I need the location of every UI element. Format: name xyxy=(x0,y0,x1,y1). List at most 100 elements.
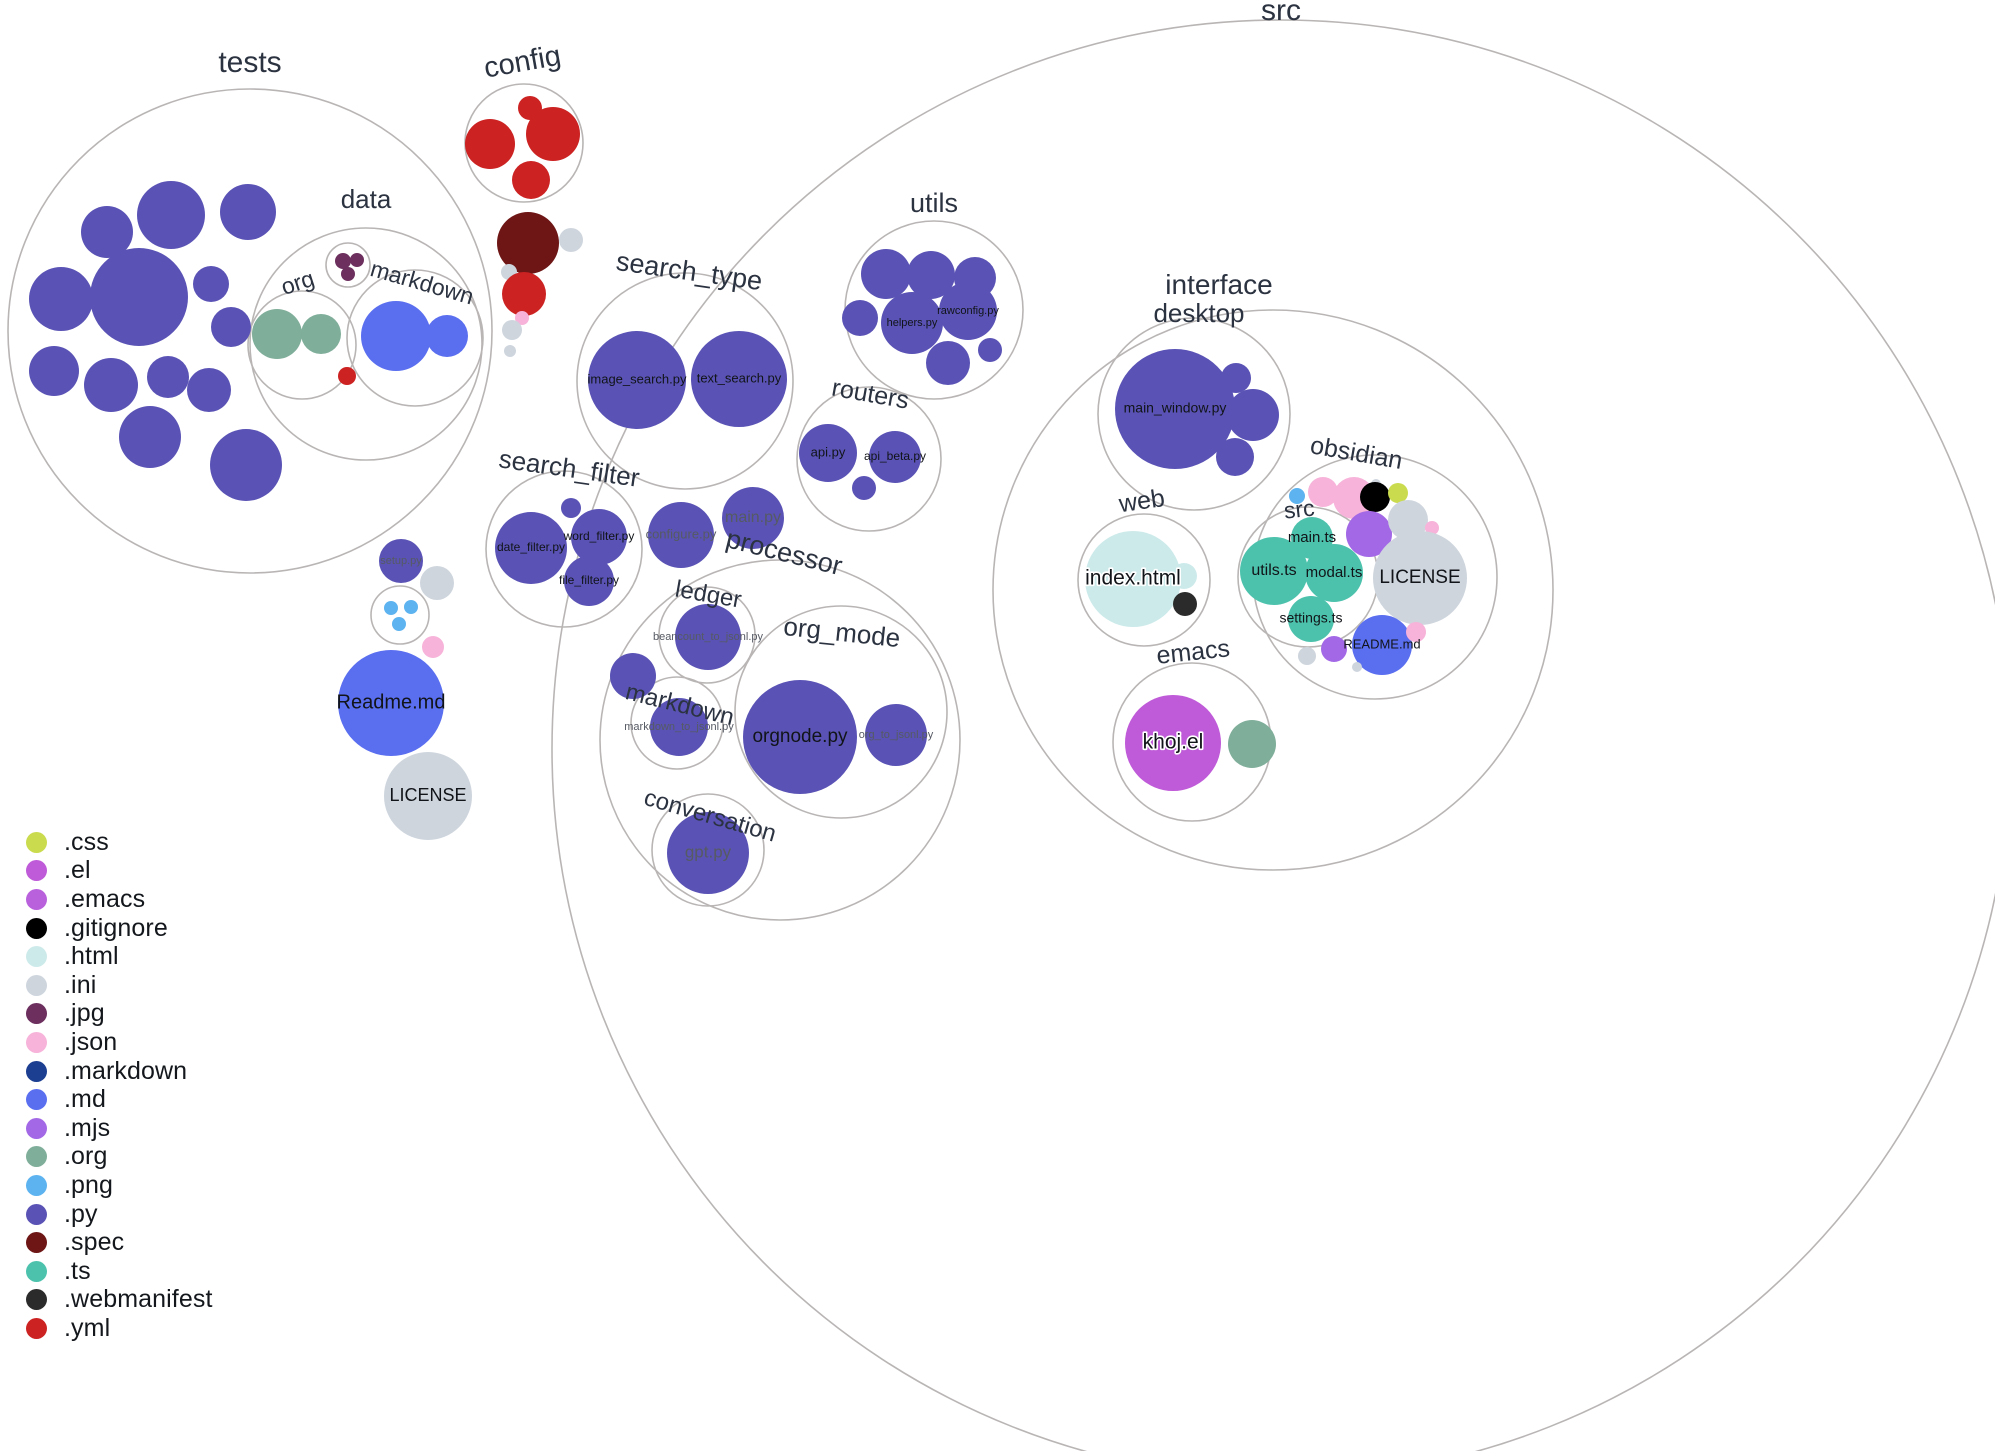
leaf-circle[interactable] xyxy=(1298,647,1316,665)
legend-item-org[interactable]: .org xyxy=(0,1142,213,1172)
leaf-circle[interactable] xyxy=(119,406,181,468)
legend-item-gitignore[interactable]: .gitignore xyxy=(0,914,213,943)
group-circle-tests[interactable] xyxy=(7,88,493,574)
leaf-circle[interactable] xyxy=(1173,592,1197,616)
group-circle-conversation[interactable] xyxy=(651,793,765,907)
leaf-circle[interactable] xyxy=(502,272,546,316)
leaf-circle[interactable] xyxy=(335,253,351,269)
leaf-circle[interactable] xyxy=(1227,389,1279,441)
group-circle-search_filter[interactable] xyxy=(485,470,643,628)
group-circle-jpg_folder[interactable] xyxy=(325,242,371,288)
legend-item-ini[interactable]: .ini xyxy=(0,971,213,1000)
leaf-circle[interactable] xyxy=(502,320,522,340)
leaf-circle[interactable] xyxy=(1171,563,1197,589)
leaf-circle[interactable] xyxy=(350,253,364,267)
leaf-circle[interactable] xyxy=(515,311,529,325)
group-circle-desktop[interactable] xyxy=(1097,317,1291,511)
leaf-circle-image_search.py[interactable] xyxy=(588,331,686,429)
group-circle-interface[interactable] xyxy=(992,309,1554,871)
legend-item-markdown[interactable]: .markdown xyxy=(0,1057,213,1086)
leaf-circle[interactable] xyxy=(422,636,444,658)
leaf-circle-beancount_to_jsonl.py[interactable] xyxy=(675,604,741,670)
legend-item-html[interactable]: .html xyxy=(0,942,213,971)
group-circle-org[interactable] xyxy=(247,290,357,400)
leaf-circle-gpt.py[interactable] xyxy=(667,812,749,894)
group-circle-ledger[interactable] xyxy=(658,586,756,684)
group-circle-src[interactable] xyxy=(551,19,1995,1451)
leaf-circle[interactable] xyxy=(420,566,454,600)
leaf-circle[interactable] xyxy=(1425,521,1439,535)
leaf-circle[interactable] xyxy=(341,267,355,281)
leaf-circle[interactable] xyxy=(1321,636,1347,662)
legend-item-mjs[interactable]: .mjs xyxy=(0,1114,213,1143)
leaf-circle-README.md[interactable] xyxy=(1352,615,1412,675)
leaf-circle-setup.py[interactable] xyxy=(379,539,423,583)
leaf-circle[interactable] xyxy=(361,301,431,371)
leaf-circle[interactable] xyxy=(392,617,406,631)
group-circle-org_mode[interactable] xyxy=(734,605,948,819)
leaf-circle-word_filter.py[interactable] xyxy=(571,509,627,565)
leaf-circle-org_to_jsonl.py[interactable] xyxy=(865,704,927,766)
leaf-circle[interactable] xyxy=(926,341,970,385)
leaf-circle-Readme.md[interactable] xyxy=(338,650,444,756)
leaf-circle[interactable] xyxy=(1221,363,1251,393)
leaf-circle[interactable] xyxy=(1388,500,1428,540)
leaf-circle[interactable] xyxy=(211,307,251,347)
leaf-circle[interactable] xyxy=(1406,622,1426,642)
group-circle-config[interactable] xyxy=(464,83,584,203)
legend-item-el[interactable]: .el xyxy=(0,856,213,886)
legend-item-webmanifest[interactable]: .webmanifest xyxy=(0,1285,213,1315)
group-circle-routers[interactable] xyxy=(796,386,942,532)
legend-item-json[interactable]: .json xyxy=(0,1028,213,1057)
leaf-circle[interactable] xyxy=(842,300,878,336)
group-circle-search_type[interactable] xyxy=(576,272,794,490)
leaf-circle[interactable] xyxy=(1228,720,1276,768)
legend-item-emacs[interactable]: .emacs xyxy=(0,885,213,914)
leaf-circle[interactable] xyxy=(1360,482,1390,512)
leaf-circle[interactable] xyxy=(301,314,341,354)
leaf-circle-date_filter.py[interactable] xyxy=(495,512,567,584)
leaf-circle-text_search.py[interactable] xyxy=(691,331,787,427)
leaf-circle[interactable] xyxy=(210,429,282,501)
leaf-circle[interactable] xyxy=(1388,483,1408,503)
leaf-circle-index.html[interactable] xyxy=(1085,531,1181,627)
leaf-circle-helpers.py[interactable] xyxy=(881,292,943,354)
leaf-circle-LICENSE[interactable] xyxy=(384,752,472,840)
leaf-circle[interactable] xyxy=(220,184,276,240)
legend-item-yml[interactable]: .yml xyxy=(0,1314,213,1343)
leaf-circle[interactable] xyxy=(1289,488,1305,504)
group-circle-markdown[interactable] xyxy=(630,676,724,770)
leaf-circle[interactable] xyxy=(252,309,302,359)
legend-item-css[interactable]: .css xyxy=(0,828,213,857)
leaf-circle[interactable] xyxy=(512,161,550,199)
leaf-circle[interactable] xyxy=(1346,511,1392,557)
legend-item-py[interactable]: .py xyxy=(0,1200,213,1229)
leaf-circle[interactable] xyxy=(137,181,205,249)
legend-item-ts[interactable]: .ts xyxy=(0,1257,213,1286)
group-circle-web[interactable] xyxy=(1077,513,1211,647)
leaf-circle[interactable] xyxy=(561,498,581,518)
leaf-circle[interactable] xyxy=(861,249,911,299)
leaf-circle[interactable] xyxy=(497,212,559,274)
leaf-circle[interactable] xyxy=(147,356,189,398)
leaf-circle[interactable] xyxy=(559,228,583,252)
legend-item-md[interactable]: .md xyxy=(0,1085,213,1114)
leaf-circle[interactable] xyxy=(526,107,580,161)
leaf-circle[interactable] xyxy=(1216,438,1254,476)
legend-item-spec[interactable]: .spec xyxy=(0,1228,213,1257)
legend-item-jpg[interactable]: .jpg xyxy=(0,999,213,1029)
group-circle-png_folder[interactable] xyxy=(370,585,430,645)
leaf-circle-settings.ts[interactable] xyxy=(1288,596,1334,642)
group-circle-processor[interactable] xyxy=(599,559,961,921)
leaf-circle[interactable] xyxy=(610,653,656,699)
leaf-circle[interactable] xyxy=(81,206,133,258)
leaf-circle[interactable] xyxy=(29,267,93,331)
leaf-circle-api_beta.py[interactable] xyxy=(869,431,921,483)
leaf-circle[interactable] xyxy=(852,476,876,500)
leaf-circle[interactable] xyxy=(29,346,79,396)
leaf-circle-modal.ts[interactable] xyxy=(1305,544,1363,602)
leaf-circle[interactable] xyxy=(978,338,1002,362)
leaf-circle-rawconfig.py[interactable] xyxy=(939,282,997,340)
group-circle-markdown[interactable] xyxy=(346,269,484,407)
